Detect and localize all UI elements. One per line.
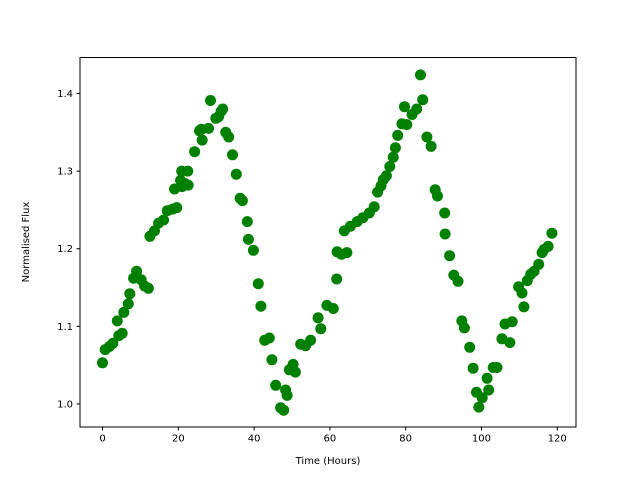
data-point: [305, 334, 317, 346]
data-point: [182, 179, 194, 191]
data-point: [481, 372, 493, 384]
data-point: [236, 195, 248, 207]
data-point: [476, 392, 488, 404]
data-point: [241, 216, 253, 228]
data-point: [518, 301, 530, 313]
data-point: [278, 404, 290, 416]
data-point: [444, 250, 456, 262]
data-point: [189, 146, 201, 158]
data-point: [439, 207, 451, 219]
data-point: [341, 247, 353, 259]
data-point: [504, 337, 516, 349]
x-tick-label: 40: [248, 434, 261, 445]
data-point: [439, 228, 451, 240]
data-point: [315, 323, 327, 335]
data-point: [415, 69, 426, 81]
data-point: [142, 282, 154, 294]
y-tick-label: 1.3: [57, 167, 73, 178]
data-point: [401, 119, 413, 131]
data-point: [171, 202, 183, 214]
y-tick-label: 1.4: [57, 89, 73, 100]
data-point: [389, 142, 401, 154]
data-point: [111, 315, 123, 327]
data-point: [196, 134, 208, 146]
data-point: [516, 287, 528, 299]
data-point: [542, 240, 554, 252]
data-point: [533, 258, 545, 270]
data-point: [506, 316, 518, 328]
data-point: [203, 122, 215, 134]
data-point: [217, 103, 229, 115]
data-point: [417, 94, 429, 106]
data-point: [97, 357, 108, 369]
x-tick-label: 120: [548, 434, 567, 445]
data-point: [182, 165, 194, 177]
data-point: [227, 149, 238, 161]
data-point: [281, 389, 293, 401]
data-point: [491, 362, 503, 373]
data-point: [368, 201, 380, 213]
y-tick-label: 1.0: [57, 399, 73, 410]
data-point: [387, 151, 399, 163]
data-point: [107, 337, 119, 349]
data-point: [124, 288, 136, 300]
data-point: [122, 298, 134, 310]
data-point: [331, 273, 343, 285]
data-point: [131, 265, 143, 277]
axes-spines: [79, 57, 577, 428]
x-axis-label: Time (Hours): [295, 456, 361, 467]
data-point: [247, 244, 259, 256]
x-tick-label: 80: [399, 434, 412, 445]
data-point: [473, 401, 485, 413]
data-point: [118, 306, 130, 318]
x-tick-label: 20: [172, 434, 185, 445]
data-point: [425, 140, 437, 152]
plot-spine: [79, 57, 577, 428]
data-point: [252, 278, 264, 290]
data-point: [399, 101, 410, 113]
x-tick-label: 100: [472, 434, 491, 445]
data-point: [467, 362, 479, 374]
data-point: [483, 384, 495, 396]
y-axis-label: Normalised Flux: [21, 202, 32, 283]
data-point: [411, 103, 423, 115]
axes-ticks: 0 20 40 60 80 100 120 1.0 1.1 1.2 1.3 1.4: [57, 89, 567, 444]
data-point: [452, 275, 464, 287]
x-tick-label: 0: [99, 434, 105, 445]
data-point: [392, 129, 404, 141]
data-point: [266, 354, 278, 366]
data-points-group: [97, 69, 558, 416]
data-point: [270, 379, 282, 391]
data-point: [223, 131, 235, 143]
data-point: [327, 303, 339, 314]
data-point: [116, 327, 128, 339]
data-point: [205, 95, 216, 106]
data-point: [546, 227, 558, 239]
data-point: [312, 312, 324, 324]
data-point: [458, 322, 470, 334]
data-point: [464, 341, 476, 353]
data-point: [255, 300, 267, 312]
data-point: [289, 366, 301, 378]
y-tick-label: 1.1: [57, 322, 73, 333]
data-point: [230, 168, 242, 180]
y-tick-label: 1.2: [57, 244, 73, 255]
data-point: [263, 332, 275, 344]
x-tick-label: 60: [324, 434, 337, 445]
data-point: [432, 190, 443, 202]
data-point: [380, 170, 392, 182]
data-point: [421, 131, 433, 143]
data-point: [384, 161, 396, 172]
data-point: [242, 233, 254, 245]
data-point: [158, 214, 170, 226]
